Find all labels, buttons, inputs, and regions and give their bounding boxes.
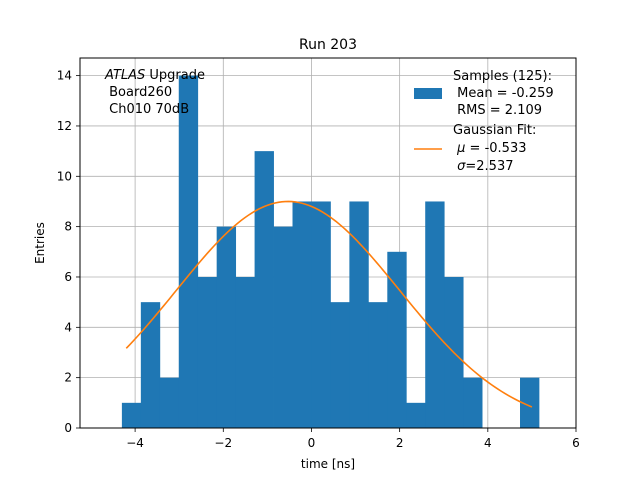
legend-samples-count: Samples (125): (453, 69, 552, 84)
histogram-bar-1 (140, 302, 161, 428)
y-tick-label-5: 10 (57, 169, 72, 183)
annotation-channel: Ch010 70dB (105, 102, 189, 117)
legend-mu-value: = -0.533 (465, 141, 526, 156)
x-tick-label-4: 4 (484, 436, 492, 450)
histogram-bar-21 (520, 377, 540, 428)
histogram-bar-11 (330, 302, 350, 428)
y-tick-label-6: 12 (57, 119, 72, 133)
histogram-bar-7 (254, 151, 274, 428)
y-tick-label-7: 14 (57, 69, 72, 83)
x-axis-ticks: −4 −2 0 2 4 6 (126, 428, 580, 450)
x-tick-label-3: 2 (396, 436, 404, 450)
histogram-bar-5 (216, 226, 237, 428)
histogram-bar-3 (178, 75, 199, 428)
annotation-atlas: ATLAS (104, 68, 145, 83)
annotation-line-1: ATLAS Upgrade (104, 68, 205, 83)
histogram-bar-10 (311, 201, 331, 428)
annotation-upgrade: Upgrade (145, 68, 205, 83)
legend: Samples (125): Mean = -0.259 RMS = 2.109… (414, 69, 554, 174)
y-tick-label-2: 4 (64, 320, 72, 334)
x-tick-label-2: 0 (308, 436, 316, 450)
y-tick-label-3: 6 (64, 270, 72, 284)
x-axis-label: time [ns] (301, 457, 355, 471)
histogram-bar-15 (406, 402, 426, 428)
legend-hist-swatch (414, 88, 442, 99)
histogram-bar-9 (292, 201, 312, 428)
legend-fit-sigma: σ=2.537 (453, 159, 514, 174)
plot-frame (79, 57, 577, 429)
histogram-bar-8 (273, 226, 293, 428)
histogram-bar-18 (463, 377, 483, 428)
legend-mean: Mean = -0.259 (453, 86, 554, 101)
y-tick-label-4: 8 (64, 220, 72, 234)
histogram-bar-0 (121, 402, 142, 428)
legend-rms: RMS = 2.109 (453, 103, 542, 118)
x-tick-label-1: −2 (214, 436, 232, 450)
histogram-bar-6 (235, 276, 255, 428)
histogram-bar-4 (197, 276, 218, 428)
x-tick-label-0: −4 (126, 436, 144, 450)
y-axis-ticks: 0 2 4 6 8 10 12 14 (57, 69, 80, 435)
y-tick-label-0: 0 (64, 421, 72, 435)
legend-fit-mu: μ = -0.533 (453, 141, 527, 156)
chart-title: Run 203 (299, 37, 357, 53)
legend-mu-symbol: μ (456, 141, 465, 156)
legend-fit-title: Gaussian Fit: (453, 123, 536, 138)
gaussian-fit-curve (125, 200, 533, 408)
x-tick-label-5: 6 (572, 436, 580, 450)
y-tick-label-1: 2 (64, 371, 72, 385)
legend-sigma-symbol: σ (457, 159, 466, 174)
annotation-board: Board260 (105, 85, 172, 100)
y-axis-label: Entries (33, 222, 47, 264)
legend-sigma-value: =2.537 (465, 159, 513, 174)
histogram-bar-16 (425, 201, 445, 428)
histogram-bar-14 (387, 251, 407, 428)
histogram-bars (121, 75, 540, 428)
experiment-annotation: ATLAS Upgrade Board260 Ch010 70dB (104, 68, 205, 117)
histogram-bar-13 (368, 302, 388, 428)
histogram-bar-2 (159, 377, 180, 428)
histogram-bar-12 (349, 201, 369, 428)
